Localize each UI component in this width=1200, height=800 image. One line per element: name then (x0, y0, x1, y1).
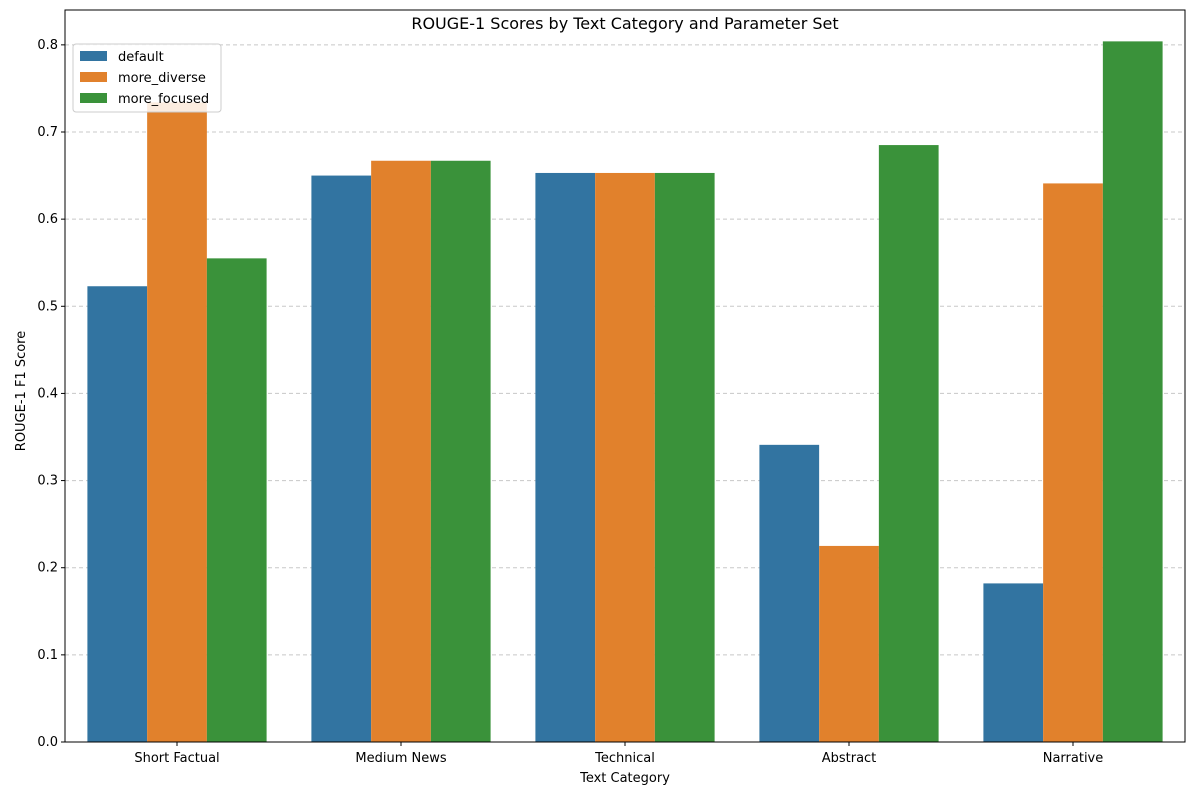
bar-more-focused (654, 172, 715, 742)
bar-more-diverse (1043, 183, 1103, 742)
chart-title: ROUGE-1 Scores by Text Category and Para… (411, 14, 838, 33)
x-axis-label: Text Category (579, 771, 670, 786)
bar-more-diverse (147, 102, 207, 742)
bar-more-diverse (595, 172, 655, 742)
bar-default (535, 172, 596, 742)
bar-default (311, 175, 372, 743)
bar-default (87, 286, 148, 742)
bar-more-focused (1102, 41, 1163, 742)
legend-swatch (80, 93, 107, 103)
y-tick-label: 0.5 (37, 299, 58, 314)
bar-more-focused (430, 160, 491, 742)
y-tick-label: 0.6 (37, 212, 58, 227)
y-axis: 0.0 0.1 0.2 0.3 0.4 0.5 0.6 0.7 0.8 (37, 38, 65, 750)
y-tick-label: 0.0 (37, 735, 58, 750)
y-tick-label: 0.8 (37, 38, 58, 53)
x-axis: Short Factual Medium News Technical Abstrac… (134, 742, 1103, 766)
x-tick-label: Technical (594, 751, 655, 766)
bars (87, 41, 1163, 743)
legend-label: more_focused (118, 92, 209, 107)
x-tick-label: Narrative (1043, 751, 1104, 766)
y-tick-label: 0.4 (37, 386, 58, 401)
bar-more-diverse (819, 545, 879, 742)
y-tick-label: 0.7 (37, 125, 58, 140)
legend-swatch (80, 72, 107, 82)
legend-box (72, 43, 222, 113)
bar-more-focused (878, 145, 939, 743)
legend-label: default (118, 50, 164, 65)
y-tick-label: 0.1 (37, 648, 58, 663)
bar-default (983, 583, 1044, 742)
x-tick-label: Short Factual (134, 751, 219, 766)
y-tick-label: 0.2 (37, 561, 58, 576)
bar-more-diverse (371, 160, 431, 742)
x-tick-label: Medium News (355, 751, 446, 766)
bar-more-focused (206, 258, 267, 742)
legend-label: more_diverse (118, 71, 206, 86)
legend-swatch (80, 51, 107, 61)
y-axis-label: ROUGE-1 F1 Score (14, 331, 29, 451)
y-tick-label: 0.3 (37, 474, 58, 489)
bar-default (759, 444, 820, 742)
x-tick-label: Abstract (822, 751, 877, 766)
legend: default more_diverse more_focused (72, 43, 222, 113)
